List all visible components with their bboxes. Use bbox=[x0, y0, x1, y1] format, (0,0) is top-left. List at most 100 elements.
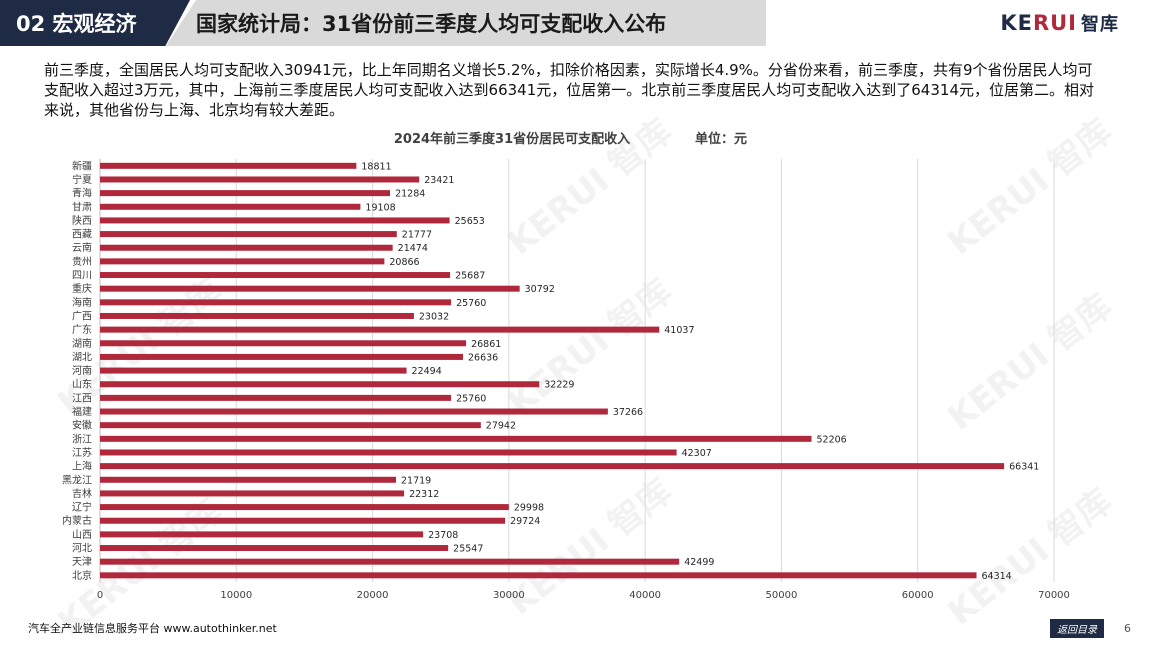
category-label: 浙江 bbox=[72, 433, 92, 445]
x-tick-label: 30000 bbox=[493, 590, 525, 601]
bar bbox=[100, 231, 397, 238]
category-label: 湖南 bbox=[72, 337, 92, 350]
bar bbox=[100, 490, 405, 497]
page-title: 国家统计局：31省份前三季度人均可支配收入公布 bbox=[196, 12, 667, 36]
bar bbox=[100, 299, 452, 306]
x-tick-label: 60000 bbox=[902, 590, 934, 601]
bar bbox=[100, 326, 660, 333]
category-label: 天津 bbox=[72, 556, 92, 568]
value-label: 25760 bbox=[456, 393, 486, 404]
bar bbox=[100, 463, 1005, 470]
value-label: 27942 bbox=[486, 421, 516, 432]
category-label: 广西 bbox=[72, 310, 92, 322]
category-label: 福建 bbox=[72, 405, 92, 418]
value-label: 32229 bbox=[544, 380, 574, 391]
x-tick-label: 70000 bbox=[1038, 590, 1070, 601]
logo-part3: 智库 bbox=[1081, 14, 1119, 35]
value-label: 23421 bbox=[424, 175, 454, 186]
chart-bars bbox=[100, 162, 1005, 579]
title-band bbox=[166, 0, 766, 46]
bar bbox=[100, 258, 385, 265]
category-label: 内蒙古 bbox=[62, 514, 92, 527]
category-label: 西藏 bbox=[72, 229, 92, 241]
bar bbox=[100, 572, 977, 579]
bar bbox=[100, 545, 449, 552]
category-label: 山东 bbox=[72, 378, 92, 391]
bar bbox=[100, 244, 393, 251]
category-label: 河北 bbox=[72, 543, 92, 555]
category-label: 北京 bbox=[72, 569, 92, 582]
x-tick-label: 20000 bbox=[357, 590, 389, 601]
value-label: 64314 bbox=[982, 571, 1012, 582]
bar bbox=[100, 435, 812, 442]
value-label: 42307 bbox=[682, 448, 712, 459]
value-label: 20866 bbox=[389, 257, 419, 268]
value-label: 66341 bbox=[1009, 462, 1039, 473]
bar bbox=[100, 312, 414, 319]
bar bbox=[100, 367, 407, 374]
value-label: 19108 bbox=[365, 202, 395, 213]
category-label: 上海 bbox=[72, 460, 92, 473]
category-label: 山西 bbox=[72, 529, 92, 541]
category-label: 广东 bbox=[72, 323, 92, 336]
chart-unit: 单位：元 bbox=[695, 131, 747, 147]
bar bbox=[100, 558, 680, 565]
value-label: 22312 bbox=[409, 489, 439, 500]
value-label: 21474 bbox=[398, 243, 428, 254]
bar bbox=[100, 476, 396, 483]
category-label: 贵州 bbox=[72, 255, 92, 268]
bar bbox=[100, 190, 391, 197]
value-label: 21284 bbox=[395, 189, 425, 200]
value-label: 26636 bbox=[468, 352, 498, 363]
bar bbox=[100, 408, 608, 415]
category-label: 江苏 bbox=[72, 446, 92, 459]
category-label: 黑龙江 bbox=[62, 473, 92, 486]
category-label: 重庆 bbox=[72, 282, 92, 295]
value-label: 23032 bbox=[419, 311, 449, 322]
category-label: 海南 bbox=[72, 296, 92, 309]
chart-title: 2024年前三季度31省份居民可支配收入 bbox=[394, 131, 630, 147]
page-number: 6 bbox=[1124, 622, 1131, 635]
category-labels: 新疆宁夏青海甘肃陕西西藏云南贵州四川重庆海南广西广东湖南湖北河南山东江西福建安徽… bbox=[62, 159, 92, 582]
value-label: 37266 bbox=[613, 407, 643, 418]
bar bbox=[100, 285, 520, 292]
bar bbox=[100, 272, 451, 279]
x-tick-label: 40000 bbox=[629, 590, 661, 601]
bar bbox=[100, 517, 506, 524]
intro-paragraph: 前三季度，全国居民人均可支配收入30941元，比上年同期名义增长5.2%，扣除价… bbox=[44, 61, 1094, 119]
value-label: 22494 bbox=[412, 366, 442, 377]
category-label: 吉林 bbox=[72, 487, 92, 500]
section-tag: 02 宏观经济 bbox=[0, 0, 190, 46]
value-label: 29998 bbox=[514, 503, 544, 514]
value-label: 21777 bbox=[402, 230, 432, 241]
value-label: 25760 bbox=[456, 298, 486, 309]
kerui-logo: KE RUI 智库 bbox=[1000, 8, 1119, 38]
value-label: 25653 bbox=[455, 216, 485, 227]
value-label: 42499 bbox=[684, 557, 714, 568]
header-bar: 02 宏观经济 国家统计局：31省份前三季度人均可支配收入公布 KE RUI 智库 bbox=[0, 0, 1157, 46]
footer-source: 汽车全产业链信息服务平台 www.autothinker.net bbox=[28, 622, 277, 635]
bar bbox=[100, 504, 509, 511]
bar bbox=[100, 176, 420, 183]
category-label: 青海 bbox=[72, 187, 92, 200]
bar bbox=[100, 203, 361, 210]
income-bar-chart: 2024年前三季度31省份居民可支配收入 单位：元 新疆宁夏青海甘肃陕西西藏云南… bbox=[62, 131, 1070, 601]
x-tick-labels: 0 10000 20000 30000 40000 50000 60000 70000 bbox=[97, 590, 1070, 601]
value-label: 23708 bbox=[428, 530, 458, 541]
bar bbox=[100, 531, 424, 538]
category-label: 云南 bbox=[72, 241, 92, 254]
value-label: 25687 bbox=[455, 271, 485, 282]
category-label: 江西 bbox=[72, 392, 92, 404]
x-tick-label: 0 bbox=[97, 590, 103, 601]
back-to-contents-button[interactable]: 返回目录 bbox=[1050, 619, 1104, 638]
bar bbox=[100, 340, 467, 347]
value-label: 26861 bbox=[471, 339, 501, 350]
value-label: 41037 bbox=[664, 325, 694, 336]
category-label: 湖北 bbox=[72, 351, 92, 363]
bar bbox=[100, 162, 357, 169]
logo-part1: KE bbox=[1000, 11, 1033, 35]
bar bbox=[100, 449, 677, 456]
category-label: 四川 bbox=[72, 271, 92, 282]
category-label: 宁夏 bbox=[72, 173, 92, 186]
